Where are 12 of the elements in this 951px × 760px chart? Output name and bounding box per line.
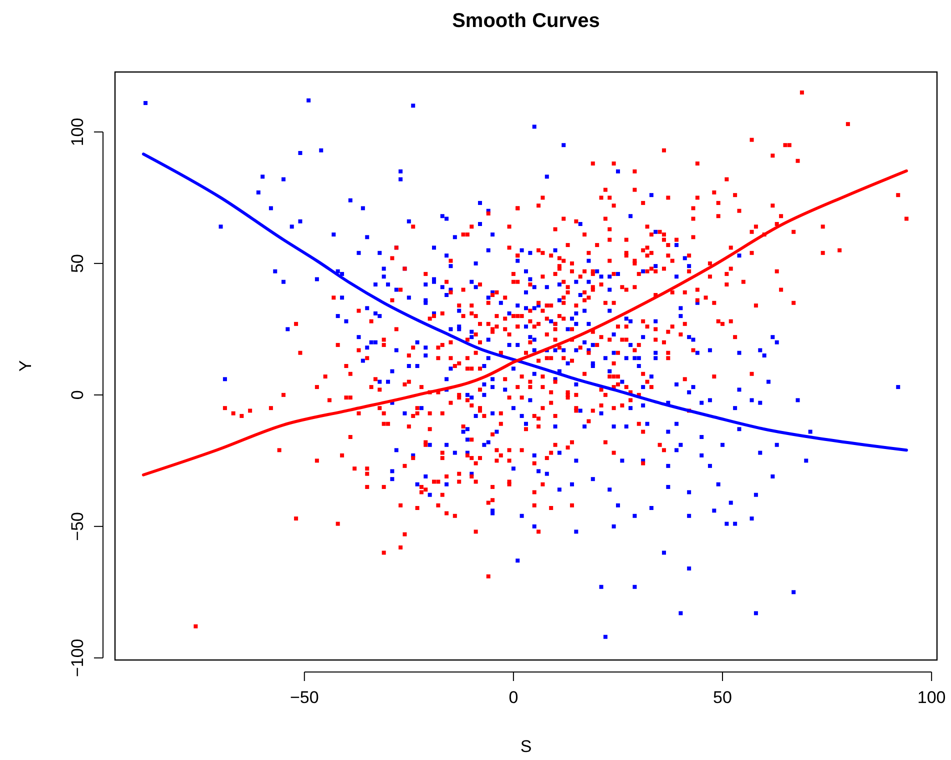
y-tick-label: −50: [68, 512, 87, 541]
y-tick-label: 50: [68, 254, 87, 273]
x-axis-title: S: [520, 737, 532, 756]
chart-title: Smooth Curves: [452, 10, 600, 32]
y-axis-title: Y: [16, 360, 35, 372]
x-tick-label: 100: [917, 688, 946, 707]
x-tick-label: 50: [713, 688, 732, 707]
y-tick-label: 100: [68, 118, 87, 146]
x-tick-label: 0: [508, 688, 518, 707]
y-tick-label: 0: [68, 390, 87, 400]
y-tick-label: −100: [68, 638, 87, 678]
x-tick-label: −50: [290, 688, 319, 707]
